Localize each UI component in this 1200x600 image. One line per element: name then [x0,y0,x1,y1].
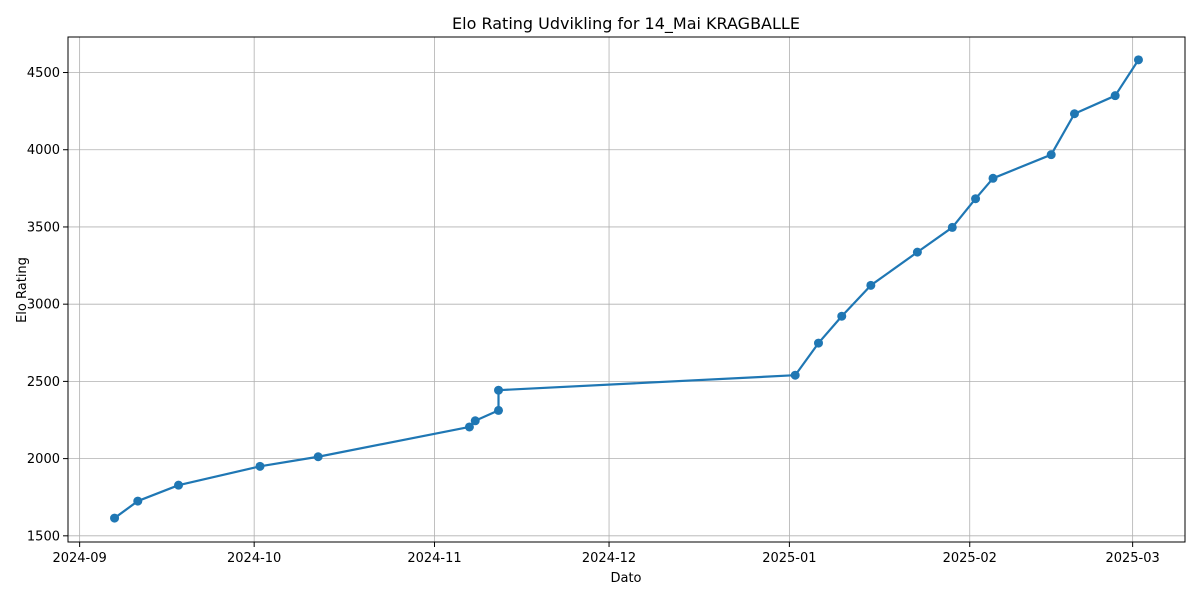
x-tick-label: 2025-03 [1105,551,1159,566]
y-tick-label: 1500 [27,529,60,544]
data-point [1046,150,1056,160]
data-point [494,405,504,415]
data-point [971,194,981,204]
y-tick-label: 2500 [27,375,60,390]
data-point [1110,91,1120,101]
y-tick-label: 4000 [27,143,60,158]
data-point [837,311,847,321]
data-point [790,370,800,380]
grid [68,37,1185,542]
x-tick-label: 2024-09 [52,551,106,566]
chart-title: Elo Rating Udvikling for 14_Mai KRAGBALL… [452,14,800,34]
data-point [866,280,876,290]
series [110,55,1143,523]
data-point [255,461,265,471]
data-point [947,222,957,232]
x-tick-label: 2025-01 [762,551,816,566]
data-point [470,416,480,426]
x-tick-label: 2024-10 [227,551,281,566]
data-point [174,480,184,490]
data-point [988,173,998,183]
y-tick-label: 3000 [27,298,60,313]
data-point [464,422,474,432]
x-tick-label: 2024-12 [582,551,636,566]
data-point [912,247,922,257]
y-tick-label: 3500 [27,220,60,235]
data-point [494,385,504,395]
data-point [1069,109,1079,119]
x-tick-label: 2025-02 [943,551,997,566]
x-tick-label: 2024-11 [407,551,461,566]
data-point [1133,55,1143,65]
y-axis-title: Elo Rating [15,257,30,323]
y-axis-ticks: 1500 2000 2500 3000 3500 4000 4500 [27,66,68,544]
y-tick-label: 4500 [27,66,60,81]
data-point [110,513,120,523]
y-tick-label: 2000 [27,452,60,467]
x-axis-title: Dato [610,571,641,586]
data-point [813,338,823,348]
plot-area-frame [67,36,1186,543]
data-point [133,496,143,506]
data-point [313,452,323,462]
x-axis-ticks: 2024-09 2024-10 2024-11 2024-12 2025-01 2025-… [52,542,1160,566]
